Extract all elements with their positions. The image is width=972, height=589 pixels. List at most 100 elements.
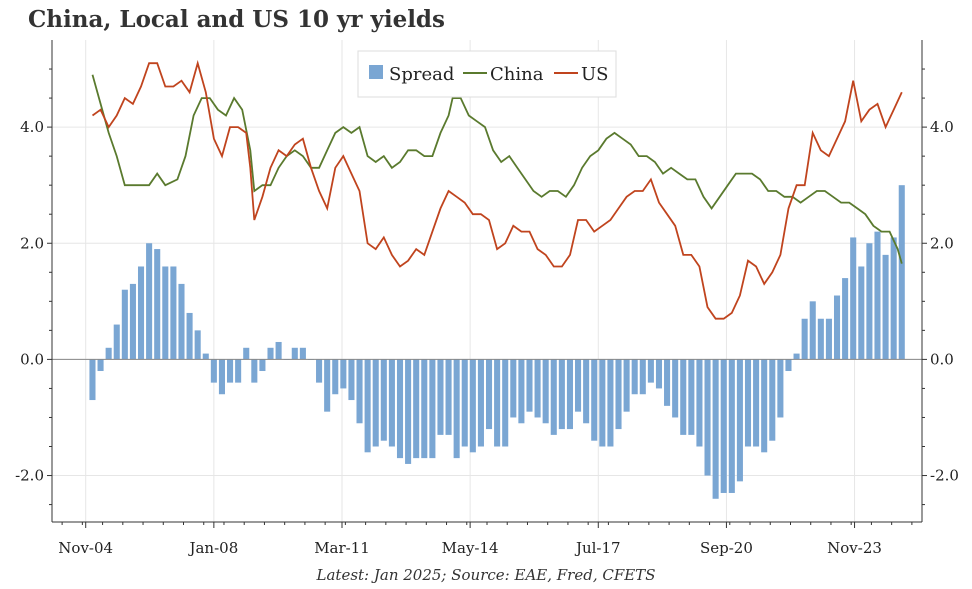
spread-bar — [631, 359, 638, 395]
y-tick-label-left: 4.0 — [20, 118, 44, 136]
spread-bar — [591, 359, 598, 441]
spread-bar — [825, 318, 832, 360]
spread-bar — [785, 359, 792, 372]
spread-bar — [583, 359, 590, 424]
spread-bar — [890, 237, 897, 360]
spread-bar — [316, 359, 323, 383]
spread-bar — [388, 359, 395, 447]
spread-bar — [510, 359, 517, 418]
spread-bar — [639, 359, 646, 395]
spread-bar — [550, 359, 557, 435]
y-tick-label-left: 0.0 — [20, 350, 44, 368]
spread-bar — [243, 347, 250, 360]
spread-bar — [575, 359, 582, 412]
spread-bar — [744, 359, 752, 447]
spread-bar — [332, 359, 339, 395]
spread-bar — [898, 185, 905, 360]
spread-bar — [413, 359, 420, 459]
spread-bar — [453, 359, 460, 459]
spread-bar — [372, 359, 379, 447]
spread-bar — [566, 359, 573, 430]
spread-bar — [154, 249, 161, 360]
spread-bar — [502, 359, 509, 447]
spread-bar — [534, 359, 541, 418]
spread-bar — [235, 359, 242, 383]
spread-bar — [194, 330, 201, 360]
spread-bar — [421, 359, 428, 459]
spread-bar — [429, 359, 436, 459]
spread-bar — [753, 359, 760, 447]
spread-bar — [259, 359, 266, 372]
legend-label-us: US — [581, 64, 609, 85]
spread-bar — [146, 243, 153, 360]
y-tick-label-left: -2.0 — [15, 467, 44, 485]
y-tick-label-right: 2.0 — [930, 234, 954, 252]
y-tick-label-right: -2.0 — [930, 467, 959, 485]
spread-bar — [858, 266, 865, 360]
spread-bar — [664, 359, 671, 406]
spread-bar — [202, 353, 209, 360]
spread-bar — [542, 359, 549, 424]
spread-bar — [348, 359, 355, 401]
spread-bar — [299, 347, 306, 360]
spread-bar — [599, 359, 606, 447]
china-line — [91, 74, 903, 264]
spread-bar — [518, 359, 525, 424]
spread-bar — [97, 359, 104, 372]
spread-bar — [712, 359, 719, 499]
spread-bar — [170, 266, 177, 360]
spread-bar — [210, 359, 217, 383]
spread-bar — [801, 318, 808, 360]
spread-bar — [477, 359, 484, 447]
spread-bar — [469, 359, 476, 453]
spread-bar — [113, 324, 120, 360]
x-tick-label: Nov-23 — [827, 539, 882, 557]
spread-bar — [178, 283, 185, 360]
spread-bar — [137, 266, 145, 360]
x-tick-label: Sep-20 — [700, 539, 753, 557]
spread-bar — [607, 359, 614, 447]
spread-bar — [445, 359, 452, 435]
spread-bar — [89, 359, 96, 401]
spread-bar — [882, 254, 889, 360]
spread-bar — [324, 359, 331, 412]
spread-bar — [558, 359, 565, 430]
spread-bar — [291, 347, 298, 360]
legend-label-spread: Spread — [389, 64, 454, 85]
spread-bar — [494, 359, 501, 447]
spread-bar — [793, 353, 800, 360]
spread-bar — [437, 359, 444, 435]
spread-bar — [267, 347, 274, 360]
x-tick-label: Jul-17 — [574, 539, 621, 557]
spread-bar — [850, 237, 857, 360]
spread-bar — [647, 359, 654, 383]
spread-bar — [769, 359, 776, 441]
spread-bar — [817, 318, 824, 360]
spread-bar — [809, 301, 816, 360]
spread-bar — [364, 359, 371, 453]
source-note: Latest: Jan 2025; Source: EAE, Fred, CFE… — [316, 566, 656, 584]
spread-bar — [720, 359, 727, 493]
spread-bar — [129, 283, 136, 360]
spread-bar — [777, 359, 784, 418]
x-tick-label: May-14 — [442, 539, 499, 557]
spread-bar — [696, 359, 703, 447]
spread-bar — [405, 359, 412, 464]
spread-bar — [275, 341, 282, 360]
x-tick-label: Jan-08 — [187, 539, 238, 557]
y-tick-label-right: 0.0 — [930, 350, 954, 368]
spread-bar — [680, 359, 687, 435]
spread-bar — [874, 231, 881, 360]
x-tick-label: Nov-04 — [58, 539, 113, 557]
spread-bar — [485, 359, 493, 430]
spread-bar — [186, 312, 193, 360]
legend-swatch-spread — [369, 65, 383, 79]
y-tick-label-right: 4.0 — [930, 118, 954, 136]
spread-bar — [704, 359, 711, 476]
spread-bar — [623, 359, 630, 412]
spread-bar — [842, 278, 849, 360]
spread-bar — [736, 359, 743, 482]
spread-bar — [396, 359, 404, 459]
